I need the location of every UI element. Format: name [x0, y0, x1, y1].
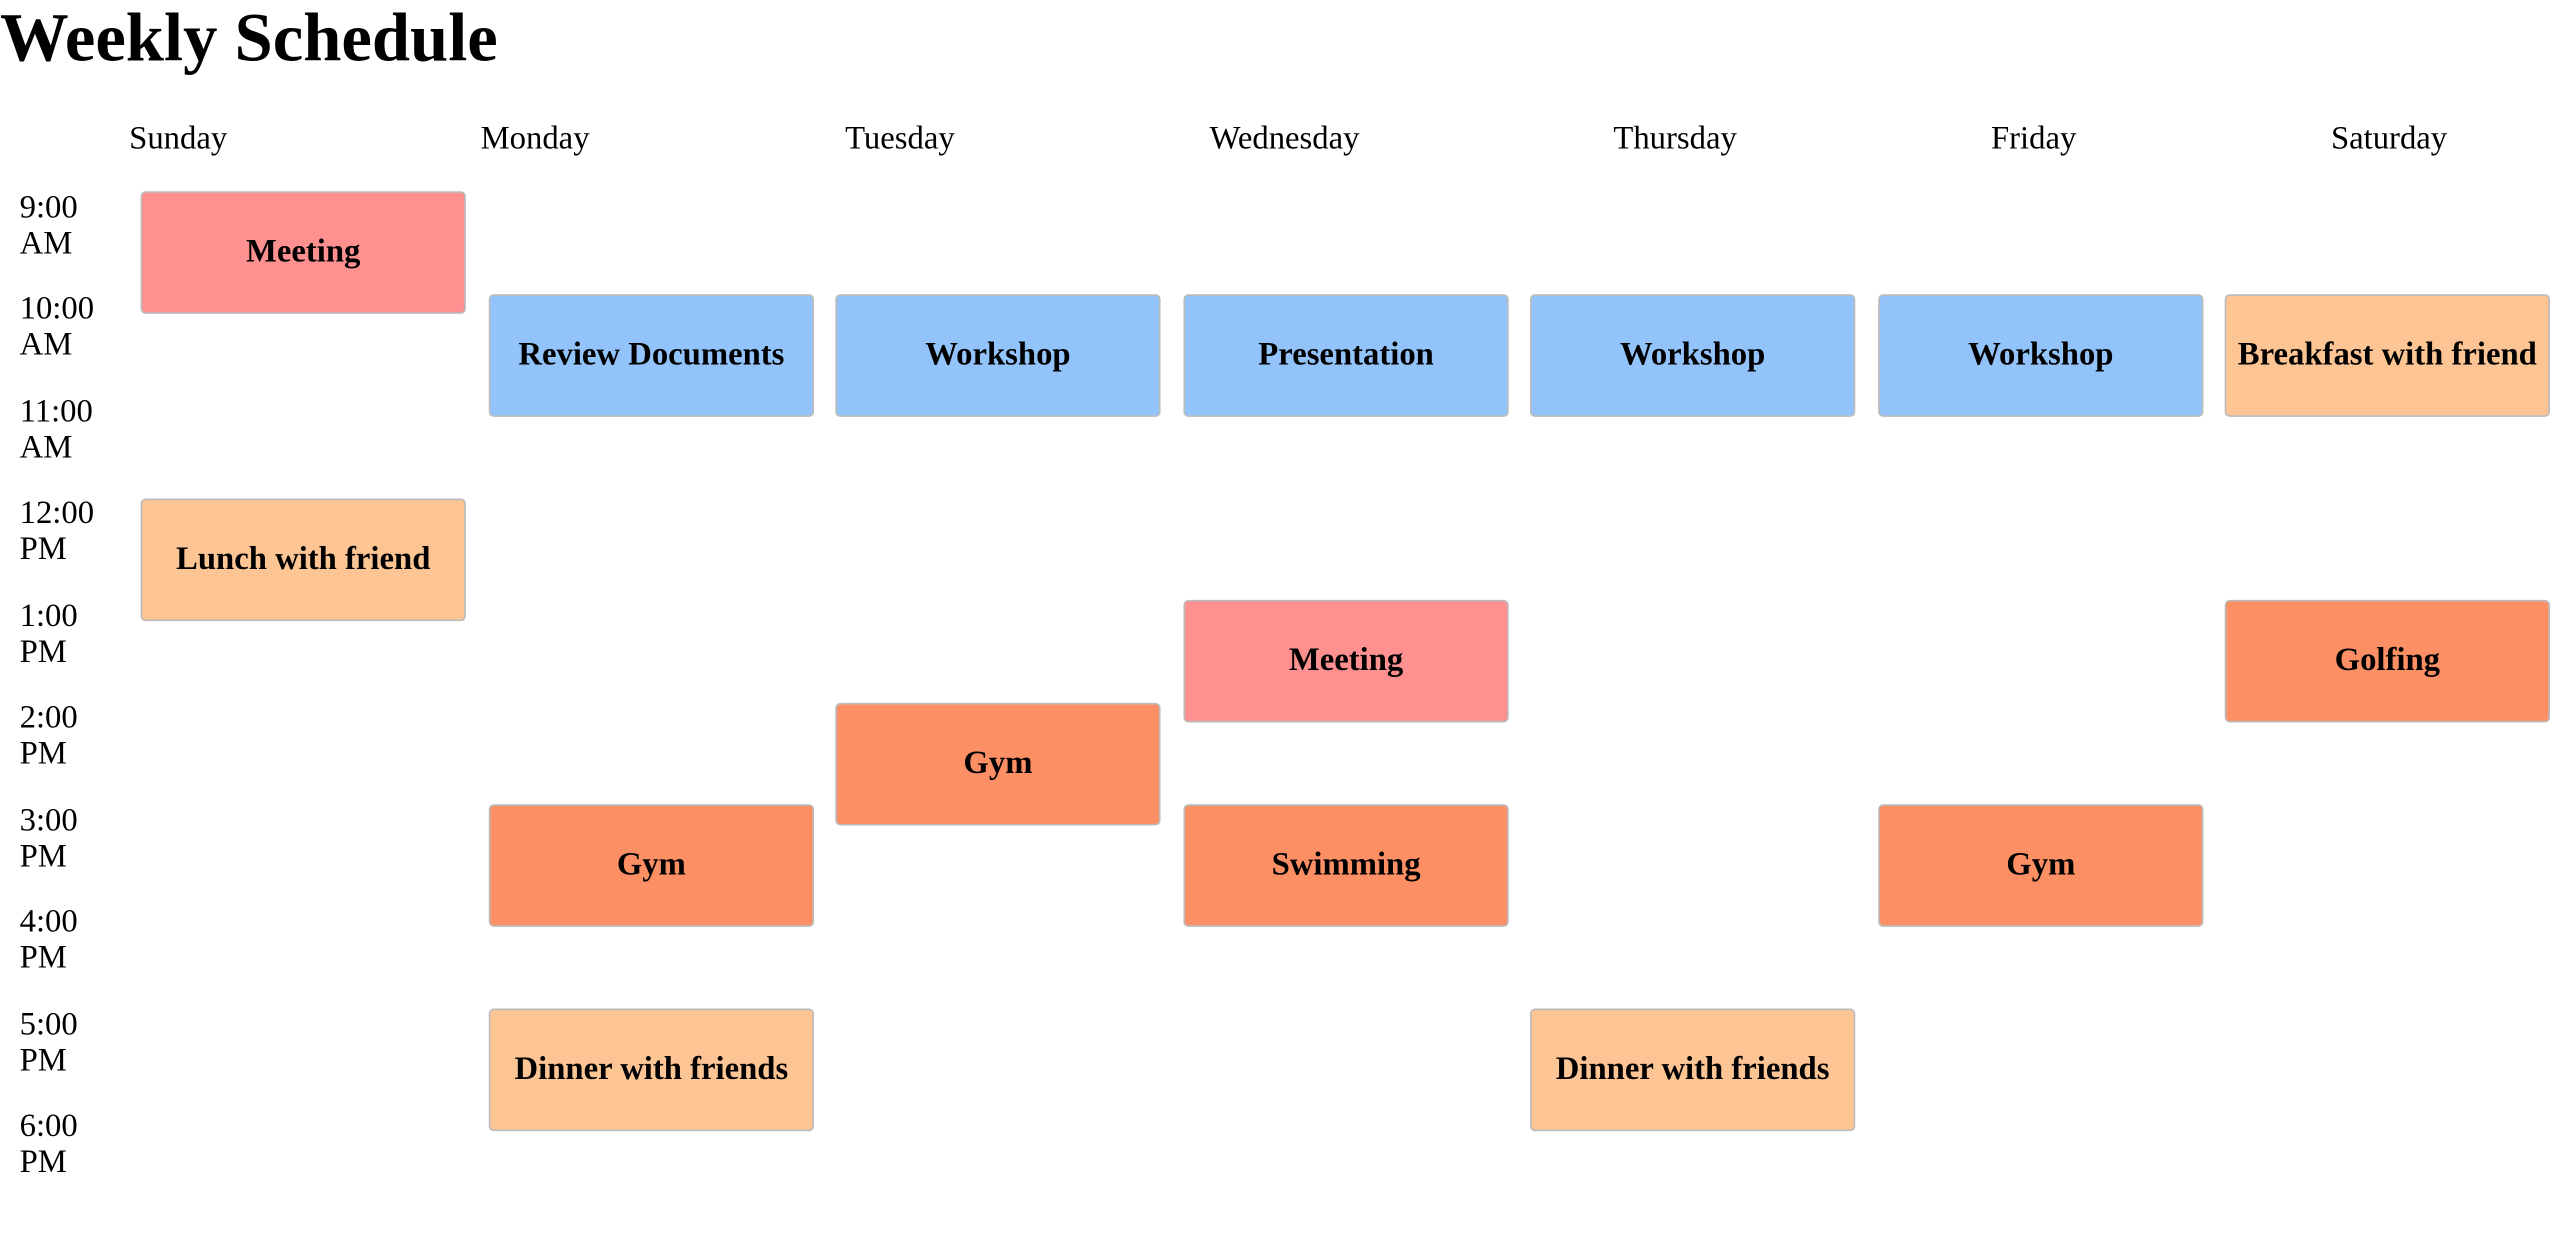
time-label: 6:00 PM [19, 1108, 78, 1181]
event-saturday-breakfast-with-friend[interactable]: Breakfast with friend [2224, 294, 2550, 417]
time-label: 11:00 AM [19, 393, 93, 466]
time-label: 10:00 AM [19, 290, 95, 363]
event-monday-review-documents[interactable]: Review Documents [488, 294, 815, 417]
event-tuesday-gym[interactable]: Gym [835, 702, 1161, 826]
time-label: 12:00 PM [19, 495, 95, 568]
event-thursday-workshop[interactable]: Workshop [1529, 294, 1856, 417]
day-header-thursday: Thursday [1613, 120, 1737, 157]
event-thursday-dinner-with-friends[interactable]: Dinner with friends [1529, 1008, 1856, 1132]
day-header-wednesday: Wednesday [1209, 120, 1360, 157]
time-label: 1:00 PM [19, 598, 78, 671]
time-label: 5:00 PM [19, 1006, 78, 1079]
day-header-sunday: Sunday [129, 120, 228, 157]
day-header-friday: Friday [1990, 120, 2077, 157]
event-sunday-meeting[interactable]: Meeting [140, 191, 466, 314]
time-label: 4:00 PM [19, 903, 78, 976]
day-header-tuesday: Tuesday [845, 120, 955, 157]
time-label: 2:00 PM [19, 699, 78, 772]
event-sunday-lunch-with-friend[interactable]: Lunch with friend [140, 498, 466, 622]
event-wednesday-presentation[interactable]: Presentation [1183, 294, 1509, 417]
event-saturday-golfing[interactable]: Golfing [2224, 599, 2550, 723]
day-header-saturday: Saturday [2330, 120, 2448, 157]
page-title: Weekly Schedule [0, 1, 498, 77]
event-monday-gym[interactable]: Gym [488, 804, 815, 927]
event-friday-workshop[interactable]: Workshop [1878, 294, 2204, 417]
event-friday-gym[interactable]: Gym [1878, 804, 2204, 927]
time-label: 3:00 PM [19, 802, 78, 875]
event-monday-dinner-with-friends[interactable]: Dinner with friends [488, 1008, 815, 1132]
time-label: 9:00 AM [19, 189, 78, 262]
event-tuesday-workshop[interactable]: Workshop [835, 294, 1161, 417]
event-wednesday-swimming[interactable]: Swimming [1183, 804, 1509, 927]
event-wednesday-meeting[interactable]: Meeting [1183, 599, 1509, 723]
day-header-monday: Monday [480, 120, 590, 157]
